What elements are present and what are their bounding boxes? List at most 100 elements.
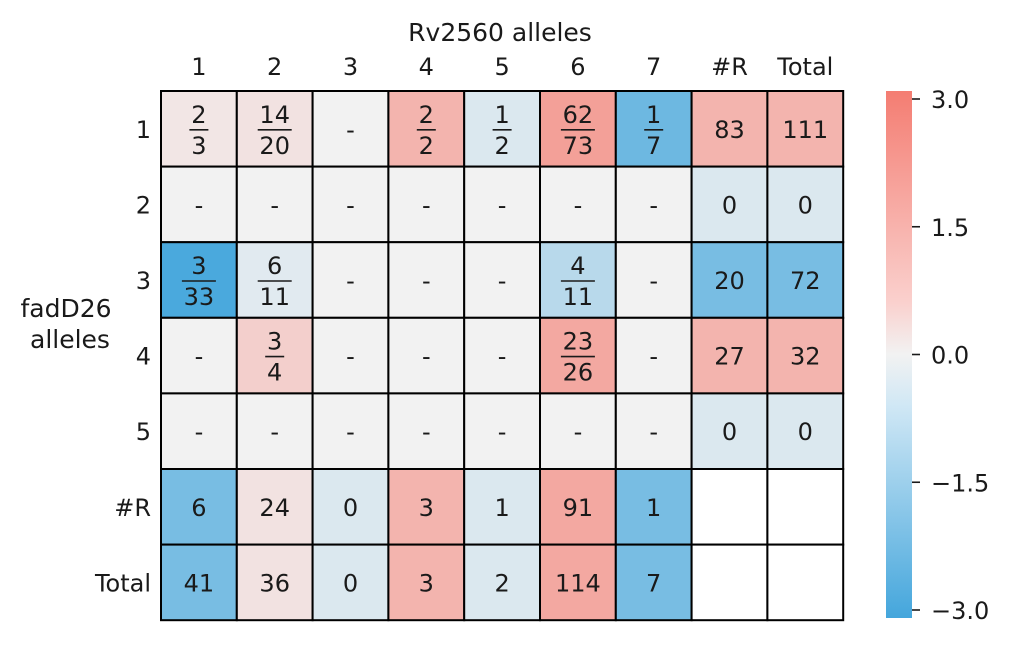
heatmap-cell	[690, 468, 769, 546]
cell-denominator: 2	[419, 132, 434, 160]
cell-rect	[766, 468, 845, 546]
heatmap-cell: 111	[766, 90, 845, 168]
cell-rect	[311, 468, 390, 546]
cell-label: -	[346, 116, 355, 144]
cell-numerator: 1	[646, 101, 661, 129]
cell-rect	[463, 241, 542, 319]
cell-rect	[311, 316, 390, 395]
cell-label: 2	[494, 569, 509, 597]
column-labels: 1 2 3 4 5 6 7 #R Total	[191, 53, 833, 81]
cell-rect	[387, 543, 466, 622]
cell-numerator: 62	[563, 101, 594, 129]
cell-rect	[690, 392, 769, 470]
heatmap-cell: 0	[766, 165, 845, 244]
cell-denominator: 2	[494, 132, 509, 160]
colorbar-tick-label: −3.0	[931, 597, 989, 625]
cell-label: 0	[798, 418, 813, 446]
cell-label: -	[195, 418, 204, 446]
cell-rect	[463, 165, 542, 244]
heatmap-cell: -	[463, 316, 542, 395]
cell-label: 7	[646, 569, 661, 597]
row-label: 4	[136, 343, 151, 371]
heatmap-cell: -	[614, 165, 693, 244]
row-label: 2	[136, 191, 151, 219]
heatmap-cell: 0	[766, 392, 845, 470]
cell-rect	[690, 241, 769, 319]
heatmap-cell: 34	[235, 316, 314, 395]
cell-label: 72	[790, 267, 821, 295]
cell-rect	[235, 468, 314, 546]
cell-rect	[690, 316, 769, 395]
cell-rect	[160, 392, 238, 470]
heatmap-cell: -	[311, 316, 390, 395]
cell-numerator: 2	[419, 101, 434, 129]
cell-rect	[766, 165, 845, 244]
cell-label: -	[422, 267, 431, 295]
heatmap-cell: 114	[539, 543, 617, 622]
cell-rect	[614, 241, 693, 319]
heatmap-cell	[766, 543, 845, 622]
row-labels: 1 2 3 4 5 #R Total	[94, 116, 151, 598]
cell-label: 111	[782, 116, 828, 144]
cell-label: -	[422, 343, 431, 371]
cell-rect	[614, 90, 693, 168]
colorbar-gradient	[886, 91, 912, 618]
cell-rect	[690, 543, 769, 622]
cell-label: 6	[191, 494, 206, 522]
heatmap-cell: 17	[614, 90, 693, 168]
cell-numerator: 2	[191, 101, 206, 129]
cell-denominator: 26	[563, 359, 594, 387]
column-label: 3	[343, 53, 358, 81]
heatmap-cell: 6	[160, 468, 238, 546]
cell-label: -	[498, 343, 507, 371]
heatmap-cell: 0	[311, 543, 390, 622]
heatmap-cell: 3	[387, 468, 466, 546]
cell-label: -	[574, 191, 583, 219]
cell-label: 0	[343, 494, 358, 522]
colorbar-tick-label: 1.5	[931, 214, 969, 242]
x-axis-title: Rv2560 alleles	[408, 18, 592, 47]
heatmap-cell: -	[311, 241, 390, 319]
cell-label: -	[422, 418, 431, 446]
cell-label: -	[270, 418, 279, 446]
cell-rect	[311, 392, 390, 470]
cell-label: -	[649, 418, 658, 446]
heatmap-cell: 91	[539, 468, 617, 546]
cell-rect	[160, 468, 238, 546]
cell-rect	[463, 543, 542, 622]
cell-label: -	[195, 191, 204, 219]
heatmap-cell: -	[463, 392, 542, 470]
heatmap-cell: 23	[160, 90, 238, 168]
cell-label: -	[346, 267, 355, 295]
y-axis-title-line-2: alleles	[30, 325, 110, 354]
heatmap-cell: 24	[235, 468, 314, 546]
column-label: 7	[646, 53, 661, 81]
y-axis-title: fadD26 alleles	[20, 294, 119, 354]
cell-rect	[690, 90, 769, 168]
heatmap-cell: 3	[387, 543, 466, 622]
heatmap-cell: -	[311, 392, 390, 470]
cell-rect	[160, 90, 238, 168]
colorbar	[886, 91, 912, 618]
heatmap-cell: -	[160, 316, 238, 395]
cell-label: 91	[563, 494, 594, 522]
cell-label: 0	[722, 191, 737, 219]
cell-label: 36	[259, 569, 290, 597]
cell-label: -	[422, 191, 431, 219]
column-label: 4	[419, 53, 434, 81]
cell-rect	[160, 543, 238, 622]
heatmap-cell: -	[311, 90, 390, 168]
cell-label: -	[649, 343, 658, 371]
heatmap-cell	[766, 468, 845, 546]
heatmap-cell: -	[311, 165, 390, 244]
heatmap-cell: -	[387, 241, 466, 319]
column-label: 6	[570, 53, 585, 81]
heatmap-cell: 41	[160, 543, 238, 622]
heatmap-cell: -	[539, 392, 617, 470]
heatmap-cell	[690, 543, 769, 622]
